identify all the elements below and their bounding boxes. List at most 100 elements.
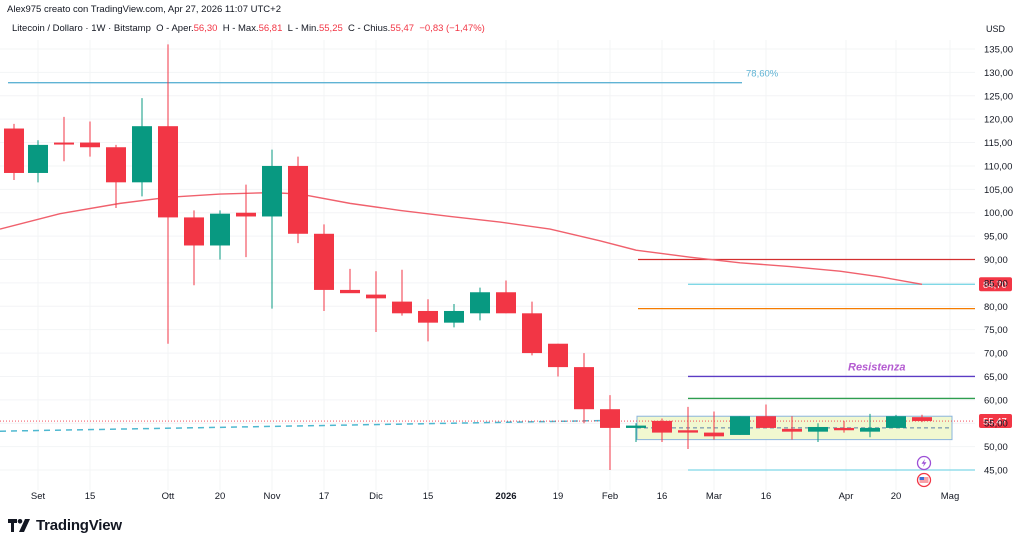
candle-body — [652, 420, 672, 433]
tradingview-logo-text: TradingView — [36, 517, 122, 534]
candle-body — [262, 165, 282, 217]
currency-label[interactable]: USD — [986, 24, 1006, 34]
candle-body — [288, 165, 308, 234]
time-tick-label: 20 — [215, 491, 226, 502]
price-tick-label: 65,00 — [984, 372, 1008, 383]
candle — [756, 404, 776, 428]
candle — [678, 406, 698, 449]
price-tick-label: 60,00 — [984, 395, 1008, 406]
price-tick-label: 55,00 — [984, 419, 1008, 430]
dashed-trendline[interactable] — [0, 419, 611, 432]
candle-body — [678, 430, 698, 433]
price-tick-label: 125,00 — [984, 91, 1013, 102]
candle — [704, 411, 724, 440]
time-tick-label: Nov — [264, 491, 281, 502]
time-axis[interactable]: Set 15 Ott 20 Nov 17 Dic 15 2026 19 Feb 16 Mar 16 Apr 2… — [31, 491, 959, 502]
price-badge-label: 84,70 — [983, 280, 1007, 291]
candle — [470, 287, 490, 321]
price-tick-label: 135,00 — [984, 45, 1013, 56]
candle-body — [808, 426, 828, 432]
time-tick-label: Dic — [369, 491, 383, 502]
candle — [288, 156, 308, 244]
candle — [730, 416, 750, 435]
candle-body — [392, 301, 412, 314]
candle — [808, 423, 828, 442]
price-tick-label: 105,00 — [984, 185, 1013, 196]
low-value: 55,25 — [318, 23, 343, 34]
price-tick-label: 45,00 — [984, 466, 1008, 477]
time-tick-label: 15 — [423, 491, 434, 502]
time-tick-label: 2026 — [495, 491, 516, 502]
last-price-label: 55,47 — [983, 417, 1007, 428]
candle-body — [132, 126, 152, 183]
time-tick-label: Feb — [602, 491, 618, 502]
candle — [80, 121, 100, 157]
horizontal-levels[interactable]: 78,60% 84,70 Resistenza — [8, 69, 1012, 471]
candle — [652, 418, 672, 442]
us-flag-event-icon[interactable] — [916, 472, 932, 488]
close-label: C - Chius. — [348, 23, 391, 34]
candle-body — [886, 416, 906, 428]
price-tick-label: 110,00 — [984, 161, 1012, 172]
price-badge — [979, 277, 1012, 292]
candle — [860, 413, 880, 438]
candle — [626, 423, 646, 442]
candle-body — [626, 425, 646, 428]
candle-body — [366, 294, 386, 299]
candle — [210, 210, 230, 260]
candle-body — [418, 310, 438, 323]
candle-body — [860, 427, 880, 432]
tradingview-logo-icon — [8, 519, 30, 532]
candle — [522, 301, 542, 356]
candle-body — [28, 144, 48, 173]
moving-average-line — [0, 191, 923, 285]
dashed-trendline[interactable]: 55,47 — [0, 414, 1012, 432]
high-value: 56,81 — [258, 23, 283, 34]
time-tick-label: Mag — [941, 491, 959, 502]
lightning-event-icon[interactable] — [916, 455, 932, 471]
last-price-badge — [979, 414, 1012, 429]
candle-body — [314, 233, 334, 290]
chart-credit: Alex975 creato con TradingView.com, Apr … — [7, 4, 281, 15]
candle — [314, 224, 334, 311]
price-tick-label: 130,00 — [984, 68, 1013, 79]
moving-average-line — [0, 191, 923, 285]
candle — [28, 140, 48, 183]
candle — [444, 303, 464, 328]
event-icons[interactable] — [916, 455, 932, 488]
fib-level-label: 78,60% — [746, 69, 779, 80]
time-tick-label: 16 — [657, 491, 668, 502]
candle-body — [704, 432, 724, 437]
candle-body — [158, 126, 178, 218]
candle-body — [496, 292, 516, 314]
open-label: O - Aper. — [156, 23, 194, 34]
candle — [548, 343, 568, 377]
candle — [886, 414, 906, 428]
candle — [392, 269, 412, 316]
candle — [106, 144, 126, 209]
candle — [262, 149, 282, 309]
price-tick-label: 85,00 — [984, 278, 1008, 289]
symbol-name[interactable]: Litecoin / Dollaro · 1W · Bitstamp — [12, 23, 151, 34]
candle-body — [522, 313, 542, 354]
time-tick-label: Ott — [162, 491, 175, 502]
candle — [184, 210, 204, 286]
candle — [574, 353, 594, 424]
candle — [132, 98, 152, 197]
change-value: −0,83 (−1,47%) — [419, 23, 485, 34]
candle-body — [444, 310, 464, 323]
candle-body — [236, 212, 256, 217]
time-tick-label: 19 — [553, 491, 564, 502]
candle — [600, 395, 620, 471]
price-tick-label: 95,00 — [984, 232, 1008, 243]
price-axis[interactable]: 135,00 130,00 125,00 120,00 115,00 110,00 105,… — [984, 45, 1013, 477]
tradingview-logo[interactable]: TradingView — [8, 517, 122, 534]
candle-body — [54, 142, 74, 145]
price-tick-label: 120,00 — [984, 115, 1013, 126]
price-tick-label: 80,00 — [984, 302, 1008, 313]
time-tick-label: Mar — [706, 491, 722, 502]
close-value: 55,47 — [390, 23, 415, 34]
candle-body — [548, 343, 568, 368]
candle — [340, 268, 360, 294]
